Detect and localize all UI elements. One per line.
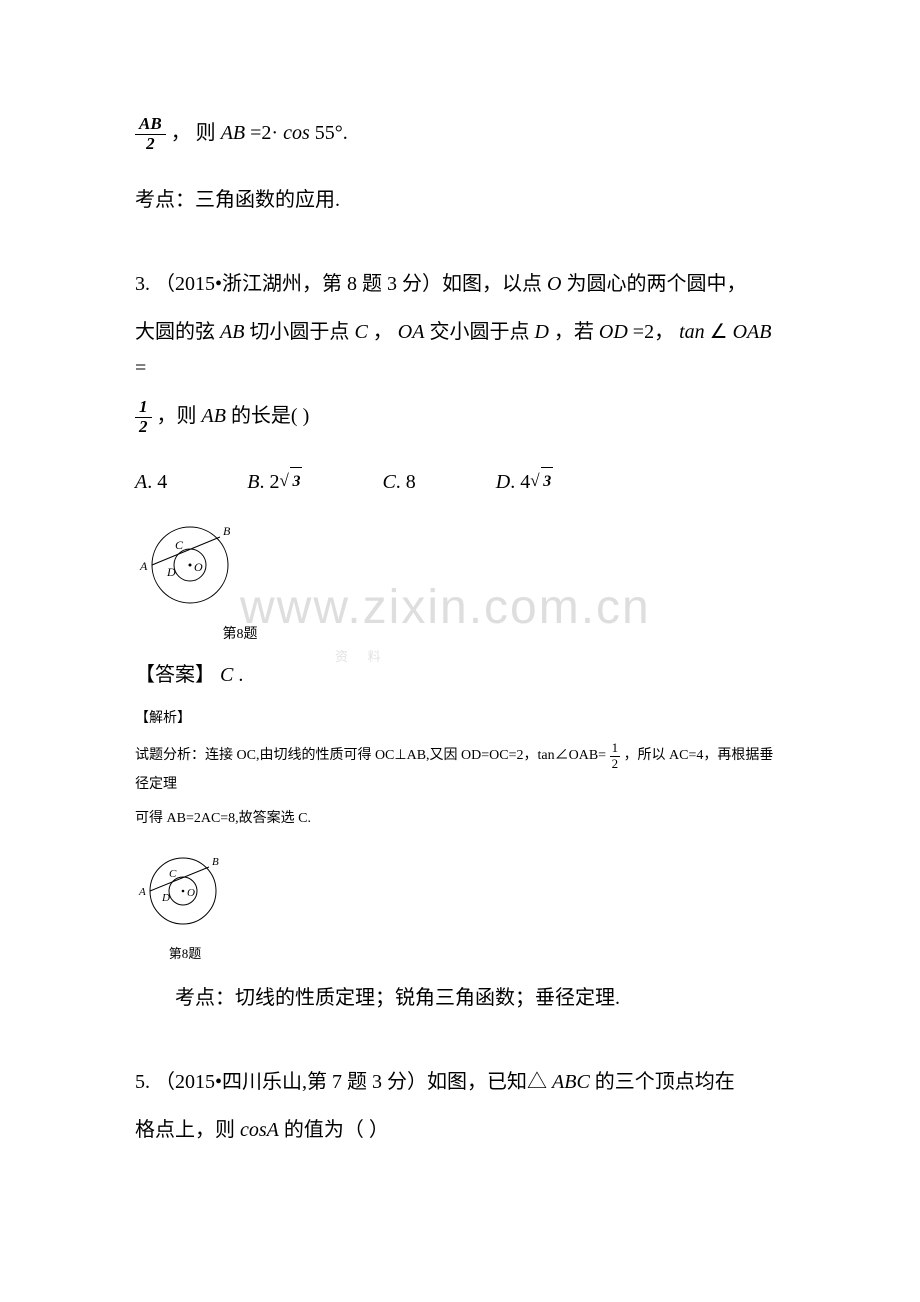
sqrt-3: 3 <box>541 467 553 497</box>
var-ab: AB <box>202 405 226 427</box>
circle-diagram-icon: A B C D O <box>135 515 265 610</box>
text: 的值为（ ） <box>284 1119 389 1141</box>
text: 为圆心的两个圆中， <box>566 273 746 295</box>
figure-q8-2: A B C D O 第8题 <box>135 848 785 965</box>
var-cosa: cosA <box>240 1119 279 1141</box>
svg-text:O: O <box>187 887 195 899</box>
svg-text:D: D <box>166 565 176 579</box>
question-3: 3. （2015•浙江湖州，第 8 题 3 分）如图，以点 O 为圆心的两个圆中… <box>135 266 785 1017</box>
fraction-num: 1 <box>610 741 621 755</box>
choice-label: A <box>135 464 147 500</box>
circle-diagram-icon: A B C D O <box>135 848 250 930</box>
var-cos: cos <box>283 122 310 144</box>
svg-text:A: A <box>139 559 148 573</box>
q3-line2: 大圆的弦 AB 切小圆于点 C ， OA 交小圆于点 D ，若 OD =2， t… <box>135 314 785 386</box>
top-line: AB 2 ， 则 AB =2· cos 55°. <box>135 115 785 154</box>
q3-line3: 1 2 ，则 AB 的长是( ) <box>135 398 785 437</box>
fraction-small: 1 2 <box>610 741 621 771</box>
fraction-1-over-2: 1 2 <box>135 398 152 436</box>
text: 5. （2015•四川乐山,第 7 题 3 分）如图，已知△ <box>135 1071 547 1093</box>
fraction-num: 1 <box>135 398 152 417</box>
choice-c: C . 8 <box>382 464 415 500</box>
text: 试题分析：连接 OC,由切线的性质可得 OC⊥AB,又因 OD=OC=2，tan… <box>135 748 606 763</box>
angle-symbol: ∠ <box>710 321 728 343</box>
choice-label: B <box>247 464 259 500</box>
kaodian-2: 考点：切线的性质定理；锐角三角函数；垂径定理. <box>135 980 785 1016</box>
var-tan: tan <box>679 321 705 343</box>
figure-q8-1: A B C D O 第8题 <box>135 515 785 647</box>
fraction-ab-over-2: AB 2 <box>135 115 166 153</box>
choice-value: . 4 <box>510 464 530 500</box>
figure-caption: 第8题 <box>175 622 305 647</box>
text: ， 则 <box>171 122 221 144</box>
text: ， <box>373 321 393 343</box>
fraction-num: AB <box>135 115 166 134</box>
var-o: O <box>547 273 561 295</box>
answer-label: 【答案】 <box>135 664 215 686</box>
text: 的三个顶点均在 <box>595 1071 735 1093</box>
choices-row: A . 4 B . 2 3 C . 8 D . 4 3 <box>135 464 785 500</box>
text: 格点上，则 <box>135 1119 240 1141</box>
kaodian-1: 考点：三角函数的应用. <box>135 182 785 218</box>
sqrt-3: 3 <box>290 467 302 497</box>
svg-text:C: C <box>175 538 184 552</box>
svg-text:B: B <box>212 856 219 868</box>
svg-text:B: B <box>223 524 231 538</box>
analysis-line1: 试题分析：连接 OC,由切线的性质可得 OC⊥AB,又因 OD=OC=2，tan… <box>135 741 785 799</box>
q5-line2: 格点上，则 cosA 的值为（ ） <box>135 1112 785 1148</box>
text: 切小圆于点 <box>249 321 354 343</box>
text: ，则 <box>157 405 202 427</box>
choice-label: C <box>382 464 395 500</box>
analysis-line2: 可得 AB=2AC=8,故答案选 C. <box>135 805 785 833</box>
var-ab: AB <box>220 321 244 343</box>
text: . <box>238 664 243 686</box>
text: = <box>135 357 146 379</box>
svg-text:D: D <box>161 892 170 904</box>
q5-line1: 5. （2015•四川乐山,第 7 题 3 分）如图，已知△ ABC 的三个顶点… <box>135 1064 785 1100</box>
text: ，若 <box>554 321 599 343</box>
var-ab: AB <box>221 122 245 144</box>
question-5: 5. （2015•四川乐山,第 7 题 3 分）如图，已知△ ABC 的三个顶点… <box>135 1064 785 1148</box>
fraction-den: 2 <box>135 417 152 437</box>
choice-b: B . 2 3 <box>247 464 302 500</box>
answer-line: 【答案】 C . <box>135 657 785 693</box>
svg-text:C: C <box>169 868 177 880</box>
svg-text:O: O <box>194 560 203 574</box>
text: 3. （2015•浙江湖州，第 8 题 3 分）如图，以点 <box>135 273 547 295</box>
choice-value: . 4 <box>147 464 167 500</box>
text: =2， <box>633 321 679 343</box>
answer-value: C <box>220 664 233 686</box>
var-abc: ABC <box>552 1071 590 1093</box>
choice-value: . 2 <box>259 464 279 500</box>
svg-text:A: A <box>138 886 146 898</box>
var-d: D <box>534 321 548 343</box>
var-oa: OA <box>398 321 425 343</box>
choice-value: . 8 <box>396 464 416 500</box>
var-oab: OAB <box>733 321 772 343</box>
text: =2· <box>250 122 278 144</box>
var-od: OD <box>599 321 628 343</box>
var-c: C <box>354 321 367 343</box>
text: 交小圆于点 <box>429 321 534 343</box>
text: 55°. <box>315 122 348 144</box>
figure-caption-2: 第8题 <box>135 942 235 965</box>
analysis-block: 【解析】 试题分析：连接 OC,由切线的性质可得 OC⊥AB,又因 OD=OC=… <box>135 705 785 833</box>
text: 的长是( ) <box>231 405 309 427</box>
fraction-den: 2 <box>610 756 621 771</box>
text: 大圆的弦 <box>135 321 220 343</box>
choice-d: D . 4 3 <box>496 464 553 500</box>
q3-line1: 3. （2015•浙江湖州，第 8 题 3 分）如图，以点 O 为圆心的两个圆中… <box>135 266 785 302</box>
analysis-label: 【解析】 <box>135 705 785 733</box>
choice-a: A . 4 <box>135 464 167 500</box>
choice-label: D <box>496 464 510 500</box>
fraction-den: 2 <box>135 134 166 154</box>
